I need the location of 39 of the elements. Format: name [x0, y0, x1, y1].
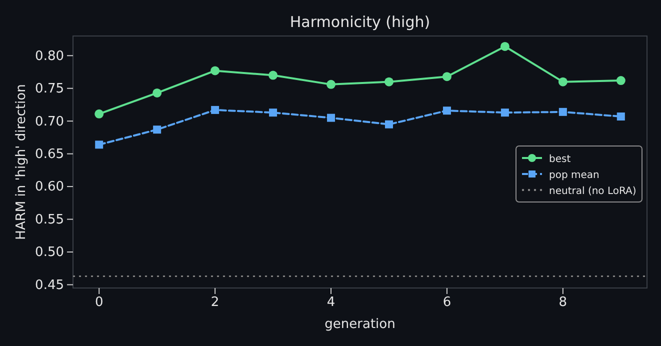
- point: [152, 88, 162, 98]
- y-tick-label: 0.55: [35, 212, 64, 228]
- legend-label: pop mean: [549, 170, 600, 181]
- y-tick-label: 0.70: [35, 114, 64, 130]
- y-tick-label: 0.60: [35, 180, 64, 195]
- point: [269, 108, 278, 117]
- legend-label: neutral (no LoRA): [549, 186, 636, 197]
- point: [442, 106, 451, 115]
- y-tick-label: 0.65: [35, 146, 64, 162]
- point: [153, 126, 162, 134]
- point: [442, 72, 452, 82]
- x-tick-label: 8: [558, 295, 568, 310]
- x-axis-title: generation: [324, 317, 396, 332]
- y-tick-label: 0.50: [35, 245, 64, 260]
- point: [616, 112, 625, 121]
- y-axis-title: HARM in 'high' direction: [14, 84, 29, 240]
- point: [558, 108, 567, 116]
- legend-label: best: [549, 154, 571, 165]
- point: [500, 108, 509, 117]
- x-tick-label: 6: [442, 295, 452, 310]
- point: [95, 140, 104, 149]
- y-tick-label: 0.75: [35, 82, 64, 97]
- point: [384, 77, 394, 86]
- x-tick-label: 4: [326, 295, 336, 310]
- point: [268, 70, 278, 80]
- point: [558, 77, 568, 86]
- chart-title: Harmonicity (high): [290, 13, 430, 31]
- y-tick-label: 0.80: [35, 48, 64, 64]
- point: [616, 76, 626, 86]
- point: [94, 109, 104, 118]
- point: [210, 66, 220, 76]
- x-tick-label: 0: [94, 295, 104, 310]
- x-tick-label: 2: [210, 295, 220, 310]
- point: [384, 120, 393, 128]
- point: [211, 106, 220, 114]
- point: [326, 80, 336, 89]
- y-tick-label: 0.45: [35, 278, 64, 293]
- point: [327, 114, 336, 122]
- point: [500, 42, 510, 51]
